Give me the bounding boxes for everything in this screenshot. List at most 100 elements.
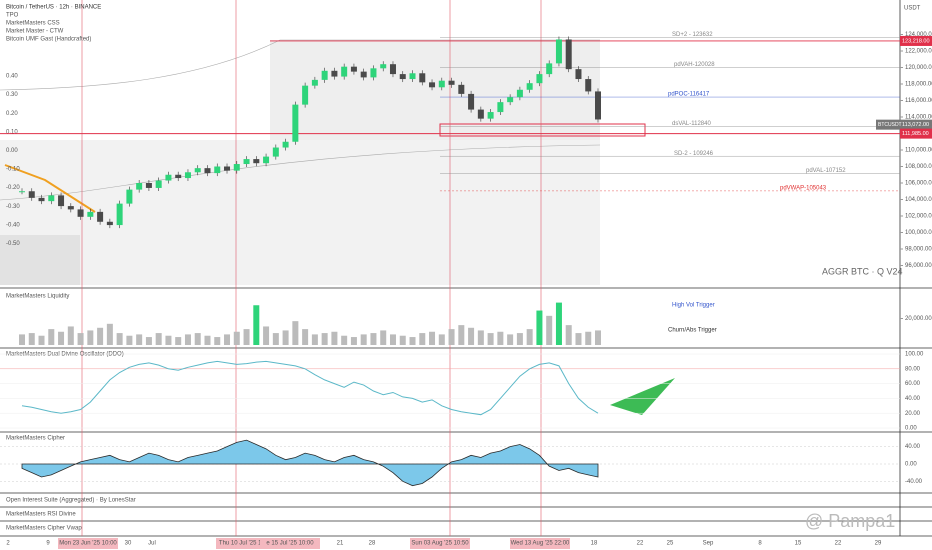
- y-tick-label: 60.00: [905, 381, 921, 387]
- volume-label: Churn/Abs Trigger: [668, 328, 717, 334]
- volume-bar: [341, 335, 348, 345]
- candle: [204, 168, 211, 174]
- volume-bar: [77, 333, 84, 345]
- candle: [243, 159, 250, 165]
- candle: [67, 206, 74, 210]
- time-label: 22: [637, 541, 644, 547]
- candle: [497, 102, 504, 113]
- candle: [546, 63, 553, 75]
- time-highlight: [510, 538, 570, 549]
- left-scale-label: -0.40: [6, 222, 20, 228]
- y-tick-label: 40.00: [905, 444, 921, 450]
- y-tick-label: 102,000.00: [905, 214, 932, 220]
- price-tag: [900, 35, 932, 46]
- candle: [331, 70, 338, 77]
- volume-bar: [292, 321, 299, 345]
- candle: [97, 211, 104, 222]
- y-tick-label: 120,000.00: [905, 65, 932, 71]
- candle: [165, 174, 172, 181]
- volume-bar: [155, 333, 162, 345]
- pane-title: MarketMasters RSI Divine: [6, 512, 76, 518]
- candle: [77, 209, 84, 217]
- volume-bar: [184, 334, 191, 345]
- candle: [555, 39, 562, 64]
- candle: [585, 79, 592, 92]
- candle: [194, 168, 201, 173]
- volume-bar: [165, 335, 172, 345]
- volume-bar: [48, 329, 55, 345]
- y-tick-label: 40.00: [905, 396, 921, 402]
- level-label: pdVWAP-105043: [780, 185, 827, 191]
- candle: [526, 83, 533, 90]
- volume-label: High Vol Trigger: [672, 303, 715, 309]
- y-tick-label: 96,000.00: [905, 263, 932, 269]
- volume-bar: [526, 329, 533, 345]
- time-label: Sep: [703, 541, 714, 547]
- candle: [350, 66, 357, 72]
- y-tick-label: 104,000.00: [905, 197, 932, 203]
- time-highlight: [410, 538, 470, 549]
- volume-bar: [145, 337, 152, 345]
- y-tick-label: 0.00: [905, 462, 917, 468]
- time-highlight: [216, 538, 276, 549]
- volume-bar: [331, 331, 338, 345]
- candle: [38, 197, 45, 202]
- volume-bar: [350, 337, 357, 345]
- volume-bar: [507, 334, 514, 345]
- volume-bar: [97, 327, 104, 345]
- y-tick-label: -40.00: [905, 479, 923, 485]
- pane-title: MarketMasters Cipher Vwap: [6, 526, 82, 532]
- volume-bar: [136, 334, 143, 345]
- legend-item: Bitcoin UMF Gast (Handcrafted): [6, 37, 91, 43]
- time-label: Sun 03 Aug '25 10:50: [411, 541, 469, 547]
- candle: [399, 74, 406, 80]
- candle: [370, 68, 377, 78]
- volume-bar: [419, 333, 426, 345]
- y-tick-label: 20,000.00: [905, 316, 932, 322]
- volume-bar: [28, 333, 35, 345]
- symbol-tag: [876, 119, 900, 130]
- volume-bar: [126, 335, 133, 345]
- candle: [429, 82, 436, 88]
- candle: [272, 147, 279, 157]
- volume-bar: [380, 330, 387, 345]
- level-label: pdVAL-107152: [806, 168, 846, 174]
- y-tick-label: 118,000.00: [905, 82, 932, 88]
- candle: [126, 189, 133, 204]
- time-label: 29: [875, 541, 882, 547]
- volume-bar: [38, 335, 45, 345]
- candle: [458, 84, 465, 94]
- candle: [214, 166, 221, 174]
- volume-bar: [555, 302, 562, 345]
- candle: [380, 64, 387, 69]
- candle: [438, 80, 445, 88]
- cipher-area: [21, 439, 599, 487]
- volume-bar: [204, 335, 211, 345]
- volume-bar: [565, 325, 572, 345]
- candle: [87, 211, 94, 217]
- y-tick-label: 0.00: [905, 426, 917, 432]
- time-label: 22: [835, 541, 842, 547]
- candle: [28, 191, 35, 198]
- candle: [253, 159, 260, 164]
- level-label: pdVAH-120028: [674, 62, 715, 68]
- volume-bar: [224, 334, 231, 345]
- candle: [106, 221, 113, 226]
- volume-bar: [253, 305, 260, 345]
- volume-bar: [448, 329, 455, 345]
- legend-item: MarketMasters CSS: [6, 21, 60, 27]
- volume-bar: [106, 323, 113, 345]
- legend-item: Bitcoin / TetherUS · 12h · BINANCE: [6, 5, 101, 11]
- legend-item: TPO: [6, 13, 19, 19]
- candle: [48, 195, 55, 202]
- band-line: [0, 39, 600, 91]
- volume-bar: [19, 334, 25, 345]
- candle: [595, 91, 601, 120]
- candle: [282, 141, 289, 148]
- time-label: 21: [337, 541, 344, 547]
- candle: [19, 191, 25, 193]
- left-scale-label: -0.20: [6, 185, 20, 191]
- candle: [116, 203, 123, 226]
- time-label: 8: [758, 541, 762, 547]
